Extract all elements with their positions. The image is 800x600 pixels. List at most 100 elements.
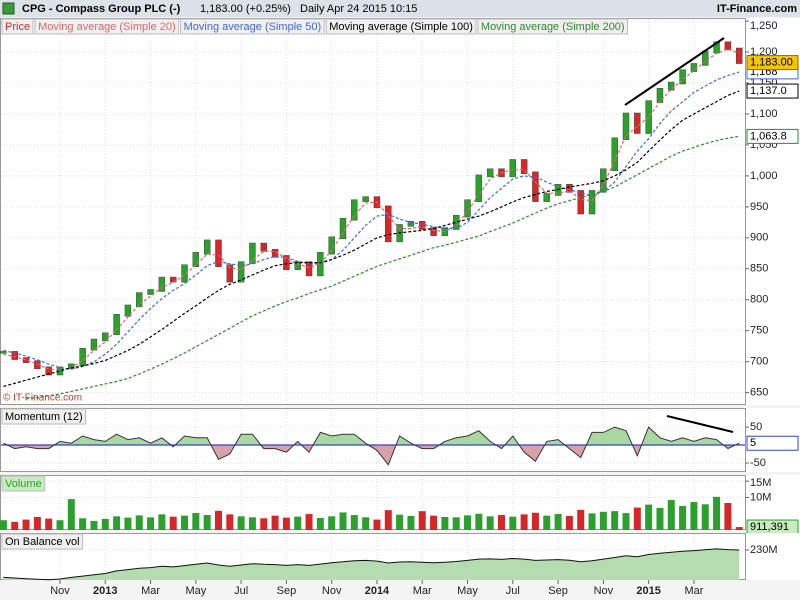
candle — [486, 168, 494, 178]
candle — [690, 63, 698, 72]
watermark: © IT-Finance.com — [3, 393, 82, 404]
legend-box — [1, 18, 34, 35]
candle — [679, 69, 686, 85]
volume-bar — [158, 514, 166, 530]
momentum-trend-line — [666, 415, 734, 433]
candle — [351, 199, 358, 221]
last-value-label: 1,063.8 — [750, 130, 787, 142]
last-value-label: 1,137.0 — [750, 85, 787, 97]
volume-bar — [316, 517, 324, 530]
candle — [634, 112, 641, 134]
volume-bar — [713, 496, 721, 530]
app-icon — [2, 2, 15, 15]
candle — [113, 314, 120, 335]
candle — [136, 292, 143, 308]
legend-entry: Moving average (Simple 200) — [481, 21, 625, 33]
legend-box — [1, 408, 87, 425]
volume-bar — [0, 520, 7, 530]
volume-bar — [214, 510, 222, 530]
volume-bar — [101, 518, 109, 530]
x-tick-label: May — [185, 585, 206, 597]
moving-average-line — [3, 48, 740, 371]
candle — [453, 214, 460, 230]
volume-bar — [11, 521, 19, 530]
candle — [169, 276, 177, 283]
volume-bar — [452, 517, 460, 530]
volume-bar — [656, 507, 664, 530]
candle — [283, 255, 290, 270]
chart-title: CPG - Compass Group PLC (-) — [22, 3, 181, 15]
x-tick-label: Nov — [322, 585, 342, 597]
y-tick-label: 10M — [750, 491, 771, 503]
candle — [181, 264, 188, 283]
title-bar — [0, 0, 800, 17]
quote: 1,183.00 (+0.25%) — [200, 3, 291, 15]
volume-bar — [430, 515, 438, 530]
volume-bar — [124, 517, 132, 530]
candle — [158, 276, 166, 292]
volume-bar — [645, 504, 653, 530]
volume-bar — [724, 502, 732, 530]
candle — [22, 357, 30, 363]
candle — [588, 190, 596, 215]
candle — [192, 252, 200, 267]
volume-bar — [396, 514, 404, 530]
legend-box — [1, 475, 46, 492]
candle — [736, 47, 743, 64]
volume-bar — [203, 515, 211, 530]
volume-bar — [588, 513, 596, 530]
volume-bar — [554, 514, 562, 530]
axis-area — [746, 533, 800, 580]
volume-bar — [509, 516, 517, 530]
volume-bar — [531, 512, 539, 530]
legend-box — [180, 18, 325, 35]
volume-bar — [633, 507, 641, 530]
volume-bar — [735, 527, 743, 530]
y-tick-label: 900 — [750, 232, 768, 244]
panel — [0, 18, 746, 405]
candle — [543, 193, 550, 202]
y-tick-label: 650 — [750, 387, 768, 399]
volume-bar — [328, 516, 336, 530]
site: IT-Finance.com — [717, 3, 797, 15]
legend-box — [1, 533, 84, 550]
legend-entry: Moving average (Simple 50) — [184, 21, 322, 33]
volume-bar — [237, 516, 245, 530]
y-tick-label: 1,250 — [750, 20, 778, 32]
candle — [45, 366, 52, 376]
volume-bar — [350, 515, 358, 530]
x-tick-label: Nov — [50, 585, 70, 597]
candle — [339, 218, 347, 240]
last-value-label: 1,183.00 — [750, 56, 793, 68]
volume-bar — [611, 511, 619, 530]
legend-box — [325, 18, 477, 35]
volume-bar — [407, 516, 415, 530]
y-tick-label: 850 — [750, 263, 768, 275]
candle — [90, 338, 98, 351]
legend-entry: Momentum (12) — [5, 411, 83, 423]
candle — [34, 360, 41, 370]
volume-bar — [464, 515, 472, 530]
volume-bar — [226, 514, 234, 530]
candle — [203, 239, 211, 255]
last-value-box — [746, 83, 799, 99]
volume-bar — [441, 516, 449, 530]
candle — [362, 196, 369, 202]
candle — [430, 227, 437, 236]
candle — [260, 242, 267, 252]
volume-bar — [147, 517, 155, 530]
volume-bar — [45, 518, 53, 530]
x-tick-label: 2014 — [365, 585, 390, 597]
y-tick-label: 230M — [750, 544, 778, 556]
x-tick-label: Sep — [277, 585, 297, 597]
last-value-label: 911,391 — [750, 521, 789, 533]
x-tick-label: 2015 — [636, 585, 660, 597]
x-tick-label: Mar — [141, 585, 160, 597]
volume-bar — [475, 513, 483, 530]
volume-bar — [260, 518, 268, 530]
candle — [79, 348, 86, 366]
volume-bar — [169, 516, 177, 530]
legend-box — [34, 18, 180, 35]
volume-bar — [22, 519, 30, 530]
volume-bar — [418, 511, 426, 530]
